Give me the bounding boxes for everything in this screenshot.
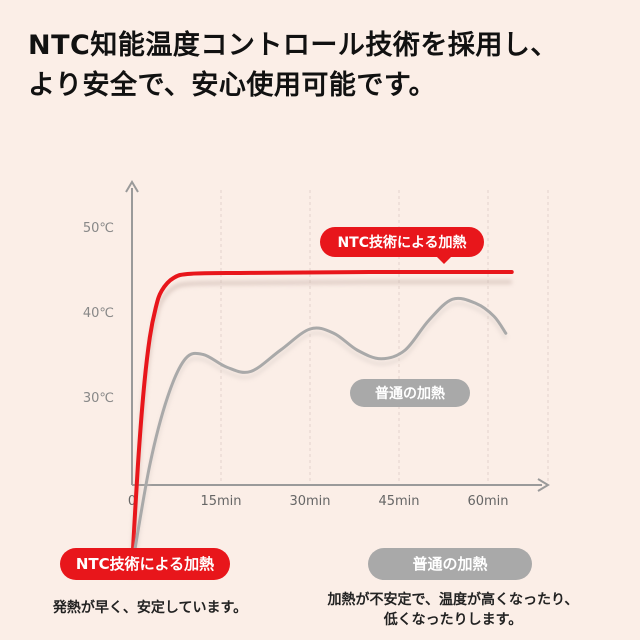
legend-normal-caption-line-2: 低くなったりします。 xyxy=(383,612,523,628)
x-axis-arrow xyxy=(537,478,550,492)
y-tick-label: 50℃ xyxy=(83,221,114,236)
legend-normal-caption-line-1: 加熱が不安定で、温度が高くなったり、 xyxy=(327,592,579,608)
legend-normal-caption: 加熱が不安定で、温度が高くなったり、 低くなったりします。 xyxy=(288,590,618,630)
legend-normal-badge: 普通の加熱 xyxy=(368,548,532,580)
legend-ntc-caption: 発熱が早く、安定しています。 xyxy=(52,600,248,616)
headline-line-1: NTC知能温度コントロール技術を採用し、 xyxy=(28,30,558,61)
headline: NTC知能温度コントロール技術を採用し、 より安全で、安心使用可能です。 xyxy=(28,26,628,106)
ntc-chart-label-text: NTC技術による加熱 xyxy=(337,234,466,251)
ntc-chart-label: NTC技術による加熱 xyxy=(320,227,484,264)
y-tick-label: 30℃ xyxy=(83,391,114,406)
y-axis-arrow xyxy=(125,180,139,193)
x-tick-label: 45min xyxy=(378,494,419,509)
x-tick-label: 0 xyxy=(128,494,136,509)
normal-chart-label-text: 普通の加熱 xyxy=(375,385,445,402)
ntc-heating-line xyxy=(130,269,514,569)
normal-chart-label: 普通の加熱 xyxy=(350,379,470,407)
x-tick-label: 60min xyxy=(467,494,508,509)
x-tick-label: 30min xyxy=(289,494,330,509)
legend-ntc-title: NTC技術による加熱 xyxy=(75,555,215,573)
legend-normal-title: 普通の加熱 xyxy=(412,555,488,573)
legend-ntc-badge: NTC技術による加熱 xyxy=(60,548,230,580)
x-tick-label: 15min xyxy=(200,494,241,509)
headline-line-2: より安全で、安心使用可能です。 xyxy=(28,70,437,101)
normal-heating-line-shadow xyxy=(130,301,508,573)
ntc-heating-line-shadow xyxy=(130,279,512,578)
y-tick-label: 40℃ xyxy=(83,306,114,321)
normal-heating-line xyxy=(130,296,508,569)
